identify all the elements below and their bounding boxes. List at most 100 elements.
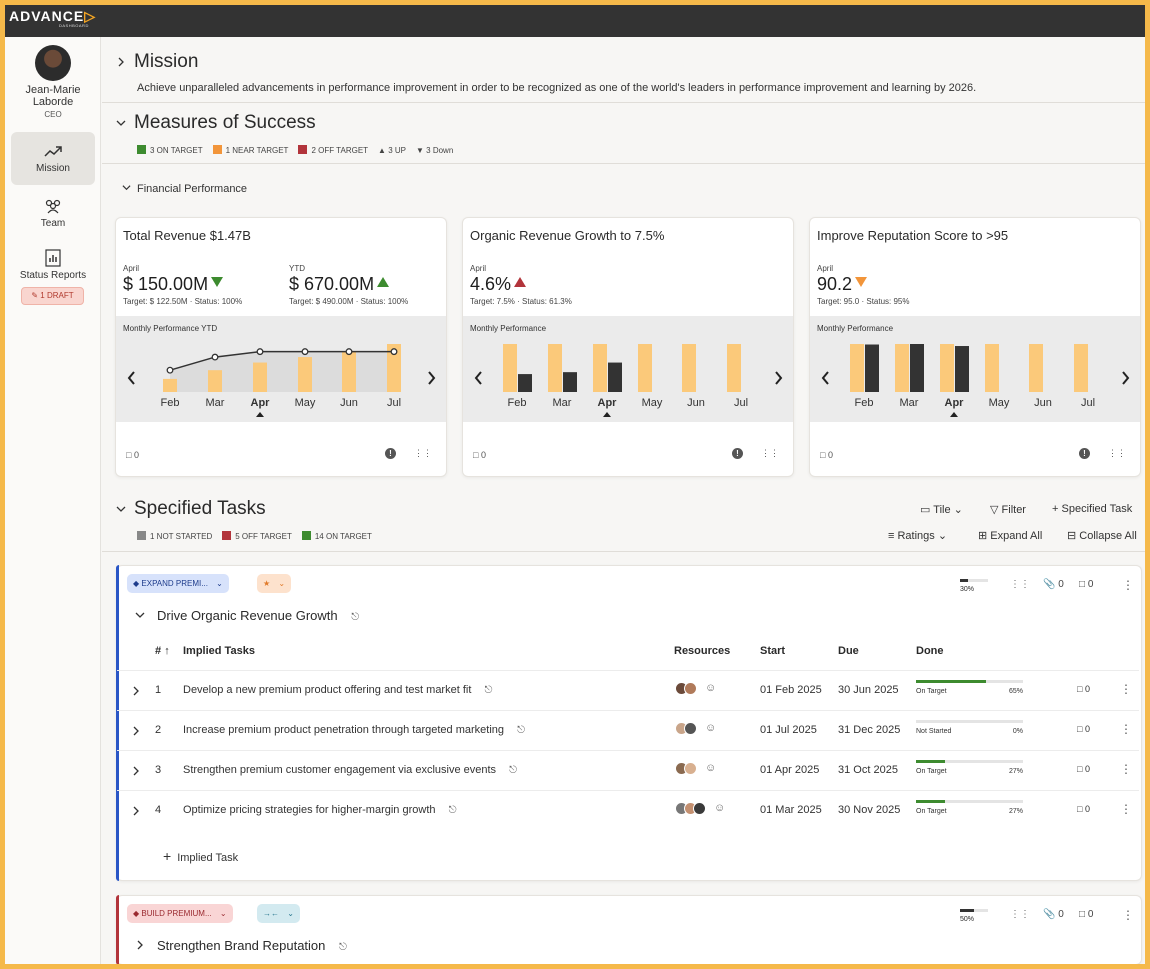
info-icon[interactable]: ! (385, 448, 396, 459)
group-title-row[interactable]: Drive Organic Revenue Growth ⎋ (135, 608, 359, 623)
objective-tag[interactable]: ◆ BUILD PREMIUM... ⌄ (127, 904, 233, 923)
avatar[interactable] (684, 762, 697, 775)
add-person-icon[interactable]: ☺ (705, 682, 717, 694)
due-date[interactable]: 30 Nov 2025 (838, 804, 901, 816)
chart-point[interactable] (345, 348, 353, 356)
add-person-icon[interactable]: ☺ (705, 722, 717, 734)
sidebar-item-status-reports[interactable]: Status Reports (11, 249, 95, 285)
comment-button[interactable]: □ 0 (1077, 724, 1090, 734)
group-financial-performance[interactable]: Financial Performance (122, 183, 247, 195)
chevron-left-icon[interactable] (474, 371, 482, 385)
tick-label[interactable]: Feb (161, 397, 180, 409)
comment-button[interactable]: □ 0 (1079, 579, 1094, 590)
chevron-left-icon[interactable] (127, 371, 135, 385)
group-title-row[interactable]: Strengthen Brand Reputation ⎋ (135, 938, 347, 953)
tick-label[interactable]: Feb (508, 397, 527, 409)
col-due[interactable]: Due (838, 645, 859, 657)
rating-tag[interactable]: →← ⌄ (257, 904, 300, 923)
drag-handle-icon[interactable]: ⋮⋮ (761, 448, 779, 458)
due-date[interactable]: 30 Jun 2025 (838, 684, 899, 696)
col-num[interactable]: # ↑ (155, 645, 170, 657)
chevron-right-icon[interactable] (131, 766, 141, 776)
tick-label[interactable]: Jun (1034, 397, 1052, 409)
start-date[interactable]: 01 Jul 2025 (760, 724, 817, 736)
chart-bar[interactable] (208, 370, 222, 392)
chevron-right-icon[interactable] (131, 806, 141, 816)
sidebar-item-team[interactable]: Team (11, 197, 95, 233)
chart-bar[interactable] (593, 344, 607, 392)
col-start[interactable]: Start (760, 645, 786, 657)
chart-point[interactable] (390, 348, 398, 356)
chevron-right-icon[interactable] (131, 686, 141, 696)
chart-bar[interactable] (940, 344, 954, 392)
chart-bar[interactable] (727, 344, 741, 392)
avatar[interactable] (693, 802, 706, 815)
comment-count[interactable]: □ 0 (473, 450, 486, 460)
due-date[interactable]: 31 Oct 2025 (838, 764, 898, 776)
filter-button[interactable]: ▽ Filter (990, 504, 1026, 516)
comment-count[interactable]: □ 0 (126, 450, 139, 460)
comment-button[interactable]: □ 0 (1079, 909, 1094, 920)
col-done[interactable]: Done (916, 645, 944, 657)
tick-label[interactable]: Mar (206, 397, 225, 409)
tick-label[interactable]: Jun (340, 397, 358, 409)
add-person-icon[interactable]: ☺ (705, 762, 717, 774)
add-implied-task-button[interactable]: + Implied Task (163, 848, 239, 864)
info-icon[interactable]: ! (732, 448, 743, 459)
comment-count[interactable]: □ 0 (820, 450, 833, 460)
start-date[interactable]: 01 Apr 2025 (760, 764, 820, 776)
table-row[interactable]: 4 Optimize pricing strategies for higher… (117, 790, 1139, 830)
app-logo[interactable]: ADVANCE▷ DASHBOARD (9, 8, 96, 28)
sidebar-item-mission[interactable]: Mission (11, 132, 95, 185)
more-options-icon[interactable]: ⋮ (1120, 682, 1132, 696)
chart-bar[interactable] (955, 346, 969, 392)
chart-bar[interactable] (298, 357, 312, 392)
task-name[interactable]: Increase premium product penetration thr… (183, 724, 525, 736)
measure-card-total-revenue[interactable]: Total Revenue $1.47B April $ 150.00M Tar… (115, 217, 447, 477)
chart-bar[interactable] (1029, 344, 1043, 392)
tick-label[interactable]: Apr (945, 397, 965, 409)
drag-handle-icon[interactable]: ⋮⋮ (1010, 579, 1030, 590)
measure-card-reputation[interactable]: Improve Reputation Score to >95 April 90… (809, 217, 1141, 477)
avatar[interactable] (35, 45, 71, 81)
rating-tag[interactable]: ★ ⌄ (257, 574, 292, 593)
drag-handle-icon[interactable]: ⋮⋮ (414, 448, 432, 458)
chart-bar[interactable] (518, 374, 532, 392)
drag-handle-icon[interactable]: ⋮⋮ (1108, 448, 1126, 458)
chart-point[interactable] (256, 348, 264, 356)
tick-label[interactable]: May (295, 397, 316, 409)
task-name[interactable]: Strengthen premium customer engagement v… (183, 764, 518, 776)
more-options-icon[interactable]: ⋮ (1120, 802, 1132, 816)
collapse-all-button[interactable]: ⊟ Collapse All (1067, 530, 1137, 542)
chart-bar[interactable] (910, 344, 924, 392)
objective-tag[interactable]: ◆ EXPAND PREMI... ⌄ (127, 574, 229, 593)
chart-bar[interactable] (865, 344, 879, 392)
tick-label[interactable]: May (989, 397, 1010, 409)
table-row[interactable]: 3 Strengthen premium customer engagement… (117, 750, 1139, 790)
chart-bar[interactable] (548, 344, 562, 392)
chevron-right-icon[interactable] (428, 371, 436, 385)
chart-bar[interactable] (1074, 344, 1088, 392)
comment-button[interactable]: □ 0 (1077, 804, 1090, 814)
mission-header[interactable]: Mission (116, 51, 198, 73)
chart-bar[interactable] (682, 344, 696, 392)
chart-point[interactable] (166, 366, 174, 374)
measures-header[interactable]: Measures of Success (116, 112, 316, 134)
tick-label[interactable]: Jun (687, 397, 705, 409)
ratings-button[interactable]: ≡ Ratings ⌄ (888, 530, 948, 542)
chart-bar[interactable] (387, 344, 401, 392)
add-specified-task-button[interactable]: + Specified Task (1052, 503, 1133, 515)
tick-label[interactable]: Apr (251, 397, 271, 409)
draft-badge[interactable]: ✎ 1 DRAFT (21, 287, 84, 305)
chevron-right-icon[interactable] (131, 726, 141, 736)
chart-bar[interactable] (895, 344, 909, 392)
start-date[interactable]: 01 Feb 2025 (760, 684, 822, 696)
tick-label[interactable]: Feb (855, 397, 874, 409)
avatar[interactable] (684, 722, 697, 735)
drag-handle-icon[interactable]: ⋮⋮ (1010, 909, 1030, 920)
chevron-left-icon[interactable] (821, 371, 829, 385)
comment-button[interactable]: □ 0 (1077, 764, 1090, 774)
start-date[interactable]: 01 Mar 2025 (760, 804, 822, 816)
attachment-button[interactable]: 📎 0 (1043, 579, 1064, 590)
col-resources[interactable]: Resources (674, 645, 731, 657)
